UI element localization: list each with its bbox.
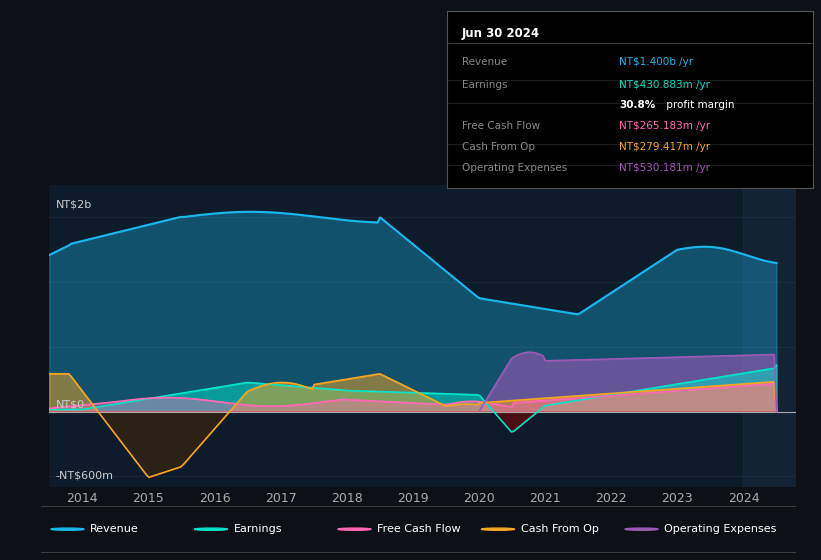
Text: 30.8%: 30.8% [619, 100, 655, 110]
Text: NT$430.883m /yr: NT$430.883m /yr [619, 80, 710, 90]
Text: Cash From Op: Cash From Op [521, 524, 599, 534]
Circle shape [338, 528, 371, 530]
Bar [744, 185, 796, 487]
Text: Revenue: Revenue [462, 57, 507, 67]
Text: NT$279.417m /yr: NT$279.417m /yr [619, 142, 710, 152]
Text: Earnings: Earnings [462, 80, 507, 90]
Circle shape [195, 528, 227, 530]
Circle shape [481, 528, 515, 530]
Text: Revenue: Revenue [90, 524, 139, 534]
Text: NT$530.181m /yr: NT$530.181m /yr [619, 163, 710, 173]
Text: Operating Expenses: Operating Expenses [664, 524, 777, 534]
Text: Operating Expenses: Operating Expenses [462, 163, 567, 173]
Text: Cash From Op: Cash From Op [462, 142, 535, 152]
Text: Earnings: Earnings [234, 524, 282, 534]
Text: NT$2b: NT$2b [56, 200, 92, 210]
Text: NT$0: NT$0 [56, 400, 85, 410]
Text: Jun 30 2024: Jun 30 2024 [462, 27, 540, 40]
Circle shape [51, 528, 84, 530]
Text: Free Cash Flow: Free Cash Flow [377, 524, 461, 534]
Text: -NT$600m: -NT$600m [56, 471, 114, 480]
Circle shape [625, 528, 658, 530]
Text: Free Cash Flow: Free Cash Flow [462, 121, 540, 131]
Text: profit margin: profit margin [663, 100, 735, 110]
Text: NT$265.183m /yr: NT$265.183m /yr [619, 121, 710, 131]
Text: NT$1.400b /yr: NT$1.400b /yr [619, 57, 693, 67]
